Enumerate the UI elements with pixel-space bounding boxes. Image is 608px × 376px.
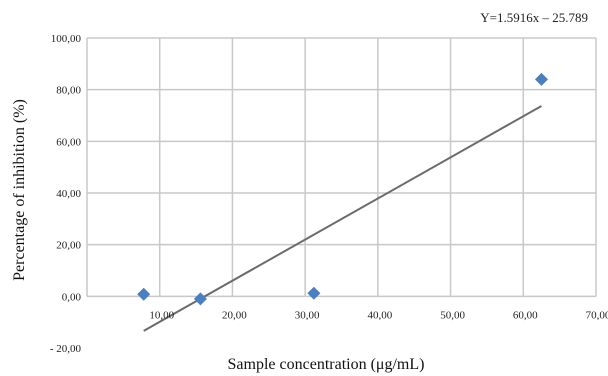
x-tick-label: 60,00 <box>513 309 538 321</box>
grid <box>86 37 597 298</box>
trendline <box>143 105 542 332</box>
y-tick-label: 80,00 <box>56 85 81 97</box>
y-tick-label: 40,00 <box>56 188 81 200</box>
x-tick-label: 50,00 <box>440 309 465 321</box>
y-tick-labels: - 20,00 0,00 20,00 40,00 60,00 80,00 100,00 <box>50 33 82 355</box>
data-points <box>137 72 548 306</box>
y-tick-label: 0,00 <box>62 291 82 303</box>
x-tick-label: 30,00 <box>295 309 320 321</box>
x-tick-labels: 10,00 20,00 30,00 40,00 50,00 60,00 70,00 <box>149 309 608 321</box>
x-tick-label: 40,00 <box>367 309 392 321</box>
x-tick-label: 20,00 <box>222 309 247 321</box>
y-tick-label: 20,00 <box>56 240 81 252</box>
trendline-layer <box>143 105 542 332</box>
y-axis-title: Percentage of inhibition (%) <box>11 99 28 281</box>
x-tick-label: 10,00 <box>149 309 174 321</box>
data-point-1 <box>137 287 151 301</box>
data-point-2 <box>193 292 207 306</box>
x-tick-label: 70,00 <box>586 309 608 321</box>
y-tick-label: 100,00 <box>51 33 82 45</box>
x-axis-title: Sample concentration (μg/mL) <box>228 356 425 373</box>
y-tick-label: 60,00 <box>56 136 81 148</box>
data-point-4 <box>534 72 548 86</box>
trendline-equation: Y=1.5916x – 25.789 <box>480 10 588 25</box>
y-tick-label: - 20,00 <box>50 343 82 355</box>
data-point-3 <box>307 286 321 300</box>
